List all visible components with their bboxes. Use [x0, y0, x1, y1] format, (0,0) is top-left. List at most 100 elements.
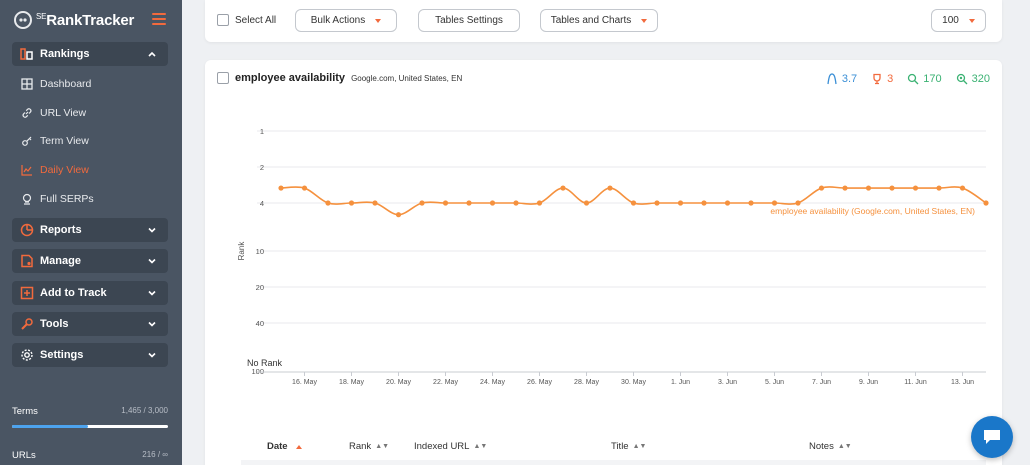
sidebar-group-label: Settings [40, 349, 84, 361]
data-point[interactable] [889, 185, 895, 191]
data-point[interactable] [583, 200, 590, 206]
sidebar-group-tools[interactable]: Tools [12, 312, 168, 336]
data-point[interactable] [630, 200, 637, 206]
column-header-title[interactable]: Title ▲▼ [611, 441, 646, 452]
keyword-meta: Google.com, United States, EN [351, 73, 463, 83]
data-point[interactable] [865, 185, 872, 191]
data-point[interactable] [442, 200, 449, 206]
column-header-notes[interactable]: Notes ▲▼ [809, 441, 852, 452]
data-point[interactable] [936, 185, 942, 191]
sidebar-group-reports[interactable]: Reports [12, 218, 168, 242]
sidebar-group-add-to-track[interactable]: Add to Track [12, 281, 168, 305]
chat-icon [984, 430, 1000, 444]
caret-down-icon [375, 18, 382, 23]
column-label: Date [267, 441, 288, 452]
data-point[interactable] [983, 200, 989, 206]
link-icon [20, 106, 34, 120]
chat-button[interactable] [971, 416, 1013, 458]
data-point[interactable] [348, 200, 355, 206]
terms-usage: Terms 1,465 / 3,000 [12, 406, 168, 428]
sidebar-group-settings[interactable]: Settings [12, 343, 168, 367]
urls-value: 216 / ∞ [142, 450, 168, 459]
data-point[interactable] [701, 200, 707, 206]
data-point[interactable] [301, 185, 308, 191]
column-header-indexed-url[interactable]: Indexed URL ▲▼ [414, 441, 487, 452]
x-tick-label: 28. May [574, 379, 599, 386]
y-tick-label: 1 [260, 127, 264, 136]
trophy-icon [873, 73, 881, 85]
data-point[interactable] [489, 200, 496, 206]
y-tick-label: 2 [260, 163, 264, 172]
data-point[interactable] [325, 200, 331, 206]
table-first-row [241, 460, 986, 465]
data-point[interactable] [677, 200, 684, 206]
rankings-icon [20, 47, 34, 61]
data-point[interactable] [654, 200, 660, 206]
data-point[interactable] [419, 200, 425, 206]
data-point[interactable] [842, 185, 848, 191]
sidebar-item-term-view[interactable]: Term View [20, 131, 170, 151]
caret-down-icon [641, 18, 648, 23]
logo[interactable]: SERankTracker [14, 10, 134, 30]
data-point[interactable] [795, 200, 801, 206]
x-tick-label: 16. May [292, 379, 317, 386]
x-tick-label: 3. Jun [718, 379, 737, 386]
x-tick-label: 13. Jun [951, 379, 974, 386]
tables-settings-button[interactable]: Tables Settings [418, 9, 520, 32]
sort-icon: ▲▼ [632, 443, 647, 450]
menu-toggle-icon[interactable] [152, 13, 166, 25]
keyword-title[interactable]: employee availability [235, 72, 346, 84]
keyword-checkbox[interactable] [217, 72, 229, 84]
data-point[interactable] [513, 200, 519, 206]
sidebar-item-dashboard[interactable]: Dashboard [20, 74, 170, 94]
metric-volume-value: 320 [971, 73, 990, 85]
sidebar-group-rankings[interactable]: Rankings [12, 42, 168, 66]
checkbox[interactable] [217, 14, 229, 26]
data-point[interactable] [724, 200, 731, 206]
toolbar: Select All Bulk Actions Tables Settings … [205, 0, 1002, 42]
sort-asc-icon [295, 444, 302, 449]
column-header-rank[interactable]: Rank ▲▼ [349, 441, 389, 452]
data-point[interactable] [771, 200, 778, 206]
x-tick-label: 26. May [527, 379, 552, 386]
data-point[interactable] [748, 200, 754, 206]
sidebar-group-label: Tools [40, 318, 69, 330]
chevron-down-icon [146, 287, 158, 299]
sidebar-item-url-view[interactable]: URL View [20, 103, 170, 123]
terms-progress-bar [12, 425, 168, 428]
no-rank-label: No Rank [247, 358, 283, 368]
sidebar-group-manage[interactable]: Manage [12, 249, 168, 273]
pie-chart-icon [20, 223, 34, 237]
keyword-header: employee availability Google.com, United… [217, 72, 462, 84]
tables-and-charts-label: Tables and Charts [550, 15, 632, 26]
per-page-select[interactable]: 100 [931, 9, 986, 32]
data-point[interactable] [818, 185, 825, 191]
data-point[interactable] [278, 185, 284, 191]
y-tick-label: 10 [256, 247, 264, 256]
x-tick-label: 11. Jun [904, 379, 927, 386]
data-point[interactable] [466, 200, 472, 206]
keyword-metrics: 3.7 3 170 320 [826, 73, 990, 85]
data-point[interactable] [607, 185, 613, 191]
metric-best-value: 3 [887, 73, 894, 85]
select-all-checkbox[interactable]: Select All [217, 14, 276, 26]
data-point[interactable] [912, 185, 919, 191]
x-tick-label: 9. Jun [859, 379, 878, 386]
sidebar-item-full-serps[interactable]: Full SERPs [20, 189, 170, 209]
search-icon [908, 73, 919, 85]
sidebar-item-daily-view[interactable]: Daily View [20, 160, 170, 180]
data-point[interactable] [536, 200, 543, 206]
data-point[interactable] [395, 212, 402, 218]
sidebar-group-label: Rankings [40, 48, 90, 60]
data-point[interactable] [959, 185, 966, 191]
data-point[interactable] [560, 185, 566, 191]
data-point[interactable] [372, 200, 378, 206]
x-tick-label: 1. Jun [671, 379, 690, 386]
bulk-actions-dropdown[interactable]: Bulk Actions [295, 9, 397, 32]
metric-indexed: 170 [907, 73, 942, 85]
chevron-down-icon [146, 349, 158, 361]
tables-and-charts-dropdown[interactable]: Tables and Charts [540, 9, 658, 32]
y-tick-label: 4 [260, 199, 264, 208]
metric-best-rank: 3 [871, 73, 893, 85]
column-header-date[interactable]: Date [267, 441, 302, 452]
